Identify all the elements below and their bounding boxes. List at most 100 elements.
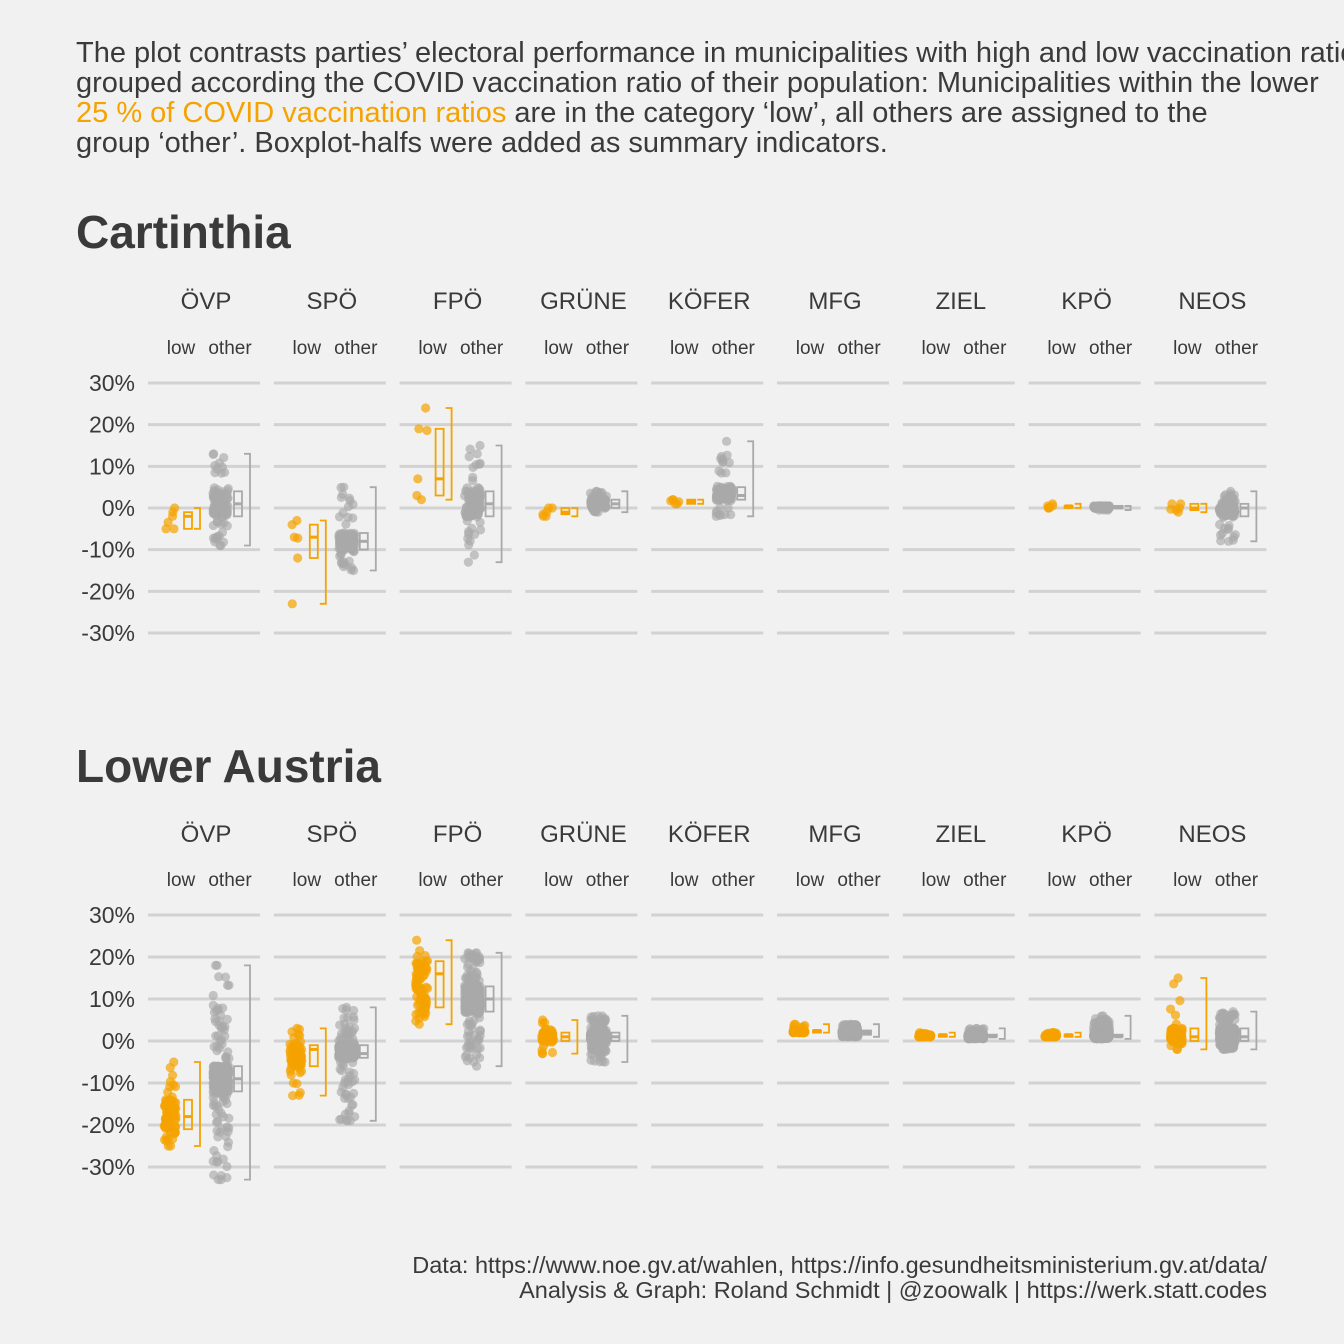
chart-subtitle: The plot contrasts parties’ electoral pe… — [76, 38, 1344, 168]
other-half-boxplot — [484, 444, 503, 564]
other-data-point — [344, 493, 355, 503]
low-data-point — [1166, 504, 1176, 514]
low-data-point — [537, 1048, 547, 1058]
low-half-boxplot — [812, 1023, 830, 1034]
other-data-point — [971, 1030, 981, 1041]
low-data-point — [168, 1080, 178, 1090]
other-data-point — [466, 950, 476, 960]
other-data-point — [727, 486, 737, 496]
low-data-point — [413, 958, 423, 968]
other-data-point — [348, 513, 358, 523]
other-half-boxplot — [610, 490, 629, 514]
other-data-point — [1217, 507, 1227, 517]
iqr-box — [434, 960, 445, 1009]
group-label-low: low — [1047, 338, 1076, 359]
iqr-box — [736, 486, 747, 501]
other-data-point — [213, 485, 223, 495]
subtitle-line-2: grouped according the COVID vaccination … — [76, 67, 1319, 99]
other-data-point — [473, 1044, 483, 1054]
other-data-point — [349, 1005, 359, 1016]
low-data-point — [415, 946, 425, 956]
group-label-low: low — [796, 338, 825, 359]
whisker — [445, 407, 453, 501]
other-data-point — [223, 1047, 233, 1057]
low-half-boxplot — [183, 1061, 201, 1147]
other-data-point — [464, 1018, 474, 1028]
group-label-other: other — [837, 338, 881, 359]
low-data-point — [794, 1026, 804, 1036]
whisker — [998, 1027, 1006, 1040]
group-label-low: low — [1173, 338, 1202, 359]
low-data-point — [161, 1099, 171, 1110]
group-label-low: low — [418, 338, 447, 359]
group-label-other: other — [712, 870, 756, 891]
other-data-point — [220, 972, 231, 982]
iqr-box — [183, 511, 193, 530]
other-data-point — [464, 505, 474, 515]
other-data-point — [214, 1104, 224, 1114]
low-data-point — [287, 599, 297, 609]
low-data-point — [1173, 1030, 1184, 1040]
party-label: NEOS — [1178, 821, 1246, 848]
party-label: KÖFER — [668, 821, 751, 848]
other-data-point — [726, 509, 736, 520]
other-data-point — [716, 468, 727, 478]
other-data-point — [215, 540, 225, 551]
other-data-point — [334, 512, 345, 522]
low-data-point — [160, 1120, 170, 1130]
other-data-point — [209, 1097, 219, 1107]
low-data-point — [413, 474, 423, 484]
other-data-point — [335, 1043, 345, 1053]
party-label: SPÖ — [306, 288, 357, 315]
other-data-point — [222, 521, 232, 531]
other-data-point — [348, 1012, 359, 1022]
group-label-other: other — [334, 870, 378, 891]
other-data-point — [224, 980, 234, 990]
whisker — [319, 1027, 327, 1097]
other-data-point — [722, 496, 732, 506]
low-data-point — [915, 1030, 926, 1041]
other-data-point — [346, 565, 356, 575]
subtitle-highlight: 25 % of COVID vaccination ratios — [76, 97, 507, 129]
low-data-point — [414, 986, 424, 997]
whisker — [571, 1019, 579, 1055]
y-tick-label: -30% — [81, 620, 135, 646]
group-label-other: other — [1089, 870, 1133, 891]
low-data-point — [421, 403, 431, 413]
low-data-point — [293, 553, 303, 563]
other-data-point — [475, 440, 485, 451]
whisker — [1250, 490, 1258, 543]
subtitle-line-3-rest: are in the category ‘low’, all others ar… — [506, 97, 1208, 129]
other-half-boxplot — [233, 964, 251, 1181]
other-data-point — [343, 502, 354, 512]
whisker — [194, 507, 201, 530]
other-data-point — [223, 1137, 234, 1147]
low-data-point — [547, 1047, 558, 1058]
panel-title: Lower Austria — [76, 740, 381, 792]
low-data-point — [169, 1102, 179, 1112]
party-label: KÖFER — [668, 288, 751, 315]
other-data-point — [963, 1031, 973, 1041]
low-data-point — [422, 983, 433, 993]
other-data-point — [1223, 493, 1233, 503]
other-data-point — [472, 449, 482, 459]
iqr-box — [1189, 1027, 1200, 1042]
low-data-point — [418, 1010, 429, 1020]
group-label-other: other — [1215, 338, 1259, 359]
party-label: FPÖ — [433, 288, 482, 315]
low-half-boxplot — [308, 1027, 327, 1097]
low-half-boxplot — [1063, 502, 1082, 509]
group-label-low: low — [293, 870, 322, 891]
other-data-point — [475, 1053, 485, 1063]
other-half-boxplot — [1113, 505, 1132, 511]
whisker — [621, 1014, 629, 1063]
low-half-boxplot — [686, 498, 705, 505]
other-data-point — [341, 519, 351, 529]
